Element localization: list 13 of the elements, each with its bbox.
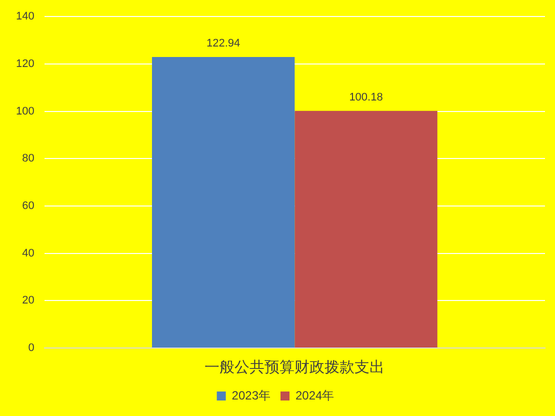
y-tick-label: 0: [28, 342, 34, 354]
x-tick-label: 一般公共预算财政拨款支出: [204, 358, 385, 376]
y-tick-label: 20: [22, 294, 34, 307]
data-label: 100.18: [349, 91, 383, 104]
y-tick-label: 100: [16, 105, 34, 118]
y-tick-label: 120: [16, 58, 34, 70]
data-label: 122.94: [206, 38, 240, 50]
y-tick-label: 80: [22, 152, 34, 165]
y-tick-label: 40: [22, 247, 34, 260]
legend-label: 2023年: [232, 388, 271, 402]
legend-label: 2024年: [296, 388, 334, 402]
y-tick-label: 140: [16, 10, 34, 23]
y-tick-label: 60: [22, 200, 34, 212]
